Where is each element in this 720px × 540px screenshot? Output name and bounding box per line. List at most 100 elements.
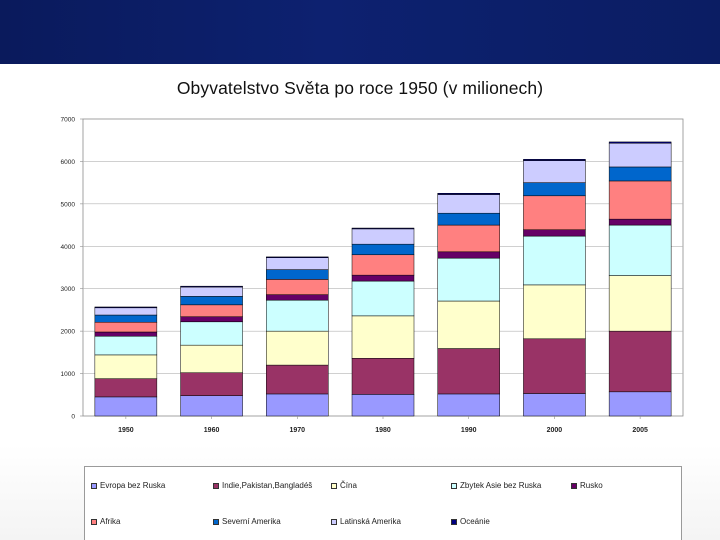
bar-segment: [437, 193, 500, 195]
legend-swatch: [213, 518, 219, 525]
bar-segment: [266, 256, 329, 258]
x-tick-label: 1970: [289, 427, 305, 434]
bar-segment: [94, 306, 158, 309]
x-tick-label: 1960: [204, 427, 220, 434]
chart-title: Obyvatelstvo Světa po roce 1950 (v milio…: [176, 78, 544, 98]
x-tick-label: 2005: [632, 427, 648, 434]
bar-segment: [351, 243, 415, 256]
legend-label: Čína: [340, 481, 357, 490]
legend-swatch: [331, 482, 337, 489]
legend-swatch: [451, 518, 457, 525]
legend-label: Latinská Amerika: [340, 517, 401, 526]
legend-swatch: [213, 482, 219, 489]
legend-item: Severní Amerika: [213, 517, 281, 526]
y-tick-label: 2000: [61, 329, 76, 336]
bar-segment: [608, 275, 672, 332]
bar-segment: [608, 180, 672, 220]
bar-segment: [94, 307, 158, 316]
bar-segment: [523, 160, 586, 183]
x-tick-label: 1950: [118, 427, 134, 434]
bar-segment: [94, 354, 158, 379]
bar-segment: [351, 280, 415, 317]
legend-item: Afrika: [91, 517, 120, 526]
bar-segment: [523, 229, 586, 237]
bar-segment: [180, 395, 243, 417]
bar-segment: [351, 315, 415, 359]
bar-segment: [351, 227, 415, 230]
x-tick-label: 1990: [461, 427, 477, 434]
bar-segment: [266, 330, 329, 366]
bar-segment: [437, 348, 500, 395]
bar-segment: [523, 182, 586, 197]
legend-label: Zbytek Asie bez Ruska: [460, 481, 542, 490]
legend-swatch: [91, 482, 97, 489]
bar-segment: [266, 364, 329, 395]
bar-segment: [608, 391, 672, 417]
bar-segment: [94, 396, 158, 417]
legend-label: Oceánie: [460, 517, 490, 526]
x-tick-label: 2000: [547, 427, 563, 434]
bar-segment: [437, 212, 500, 226]
bar-segment: [94, 378, 158, 398]
y-tick-label: 0: [71, 414, 75, 421]
y-tick-label: 7000: [61, 117, 76, 124]
bar-segment: [180, 304, 243, 317]
bar-segment: [608, 142, 672, 168]
chart-legend: Evropa bez Ruska Indie,Pakistan,Bangladéš…: [84, 466, 682, 540]
bar-segment: [94, 321, 158, 333]
legend-item: Latinská Amerika: [331, 517, 401, 526]
y-tick-label: 3000: [61, 286, 76, 293]
bar-segment: [180, 285, 243, 288]
bar-segment: [94, 314, 158, 323]
bar-segment: [180, 344, 243, 373]
bar-segment: [437, 257, 500, 302]
legend-swatch: [571, 482, 577, 489]
legend-label: Indie,Pakistan,Bangladéš: [222, 481, 313, 490]
legend-item: Oceánie: [451, 517, 490, 526]
bar-segment: [351, 394, 415, 417]
bar-segment: [266, 269, 329, 280]
legend-label: Evropa bez Ruska: [100, 481, 166, 490]
bar-segment: [437, 194, 500, 214]
bar-segment: [94, 335, 158, 356]
bar-segment: [523, 159, 586, 161]
bar-segment: [180, 296, 243, 306]
y-tick-label: 4000: [61, 244, 76, 251]
x-tick-label: 1980: [375, 427, 391, 434]
bar-segment: [94, 331, 158, 337]
legend-item: Evropa bez Ruska: [91, 481, 165, 490]
bar-segment: [523, 195, 586, 230]
bar-segment: [608, 330, 672, 393]
bar-segment: [608, 224, 672, 276]
legend-label: Rusko: [580, 481, 603, 490]
bar-segment: [351, 358, 415, 395]
legend-item: Zbytek Asie bez Ruska: [451, 481, 541, 490]
bar-segment: [608, 218, 672, 226]
bar-segment: [266, 299, 329, 332]
bar-segment: [266, 257, 329, 270]
legend-item: Čína: [331, 481, 357, 490]
bar-segment: [608, 166, 672, 182]
bar-segment: [437, 393, 500, 417]
header-band: [0, 0, 720, 64]
y-tick-label: 1000: [61, 371, 76, 378]
bar-segment: [523, 235, 586, 286]
bar-segment: [437, 251, 500, 259]
legend-label: Severní Amerika: [222, 517, 281, 526]
bar-segment: [180, 372, 243, 396]
bar-segment: [180, 316, 243, 323]
bar-segment: [180, 286, 243, 297]
bar-segment: [180, 321, 243, 346]
bar-segment: [437, 224, 500, 253]
y-tick-label: 6000: [61, 159, 76, 166]
bar-segment: [523, 393, 586, 417]
legend-swatch: [451, 482, 457, 489]
bar-segment: [523, 284, 586, 340]
bar-segment: [351, 254, 415, 276]
bar-segment: [351, 228, 415, 245]
bar-segment: [266, 279, 329, 295]
legend-item: Indie,Pakistan,Bangladéš: [213, 481, 312, 490]
bar-segment: [351, 274, 415, 282]
legend-item: Rusko: [571, 481, 603, 490]
bar-segment: [266, 393, 329, 417]
